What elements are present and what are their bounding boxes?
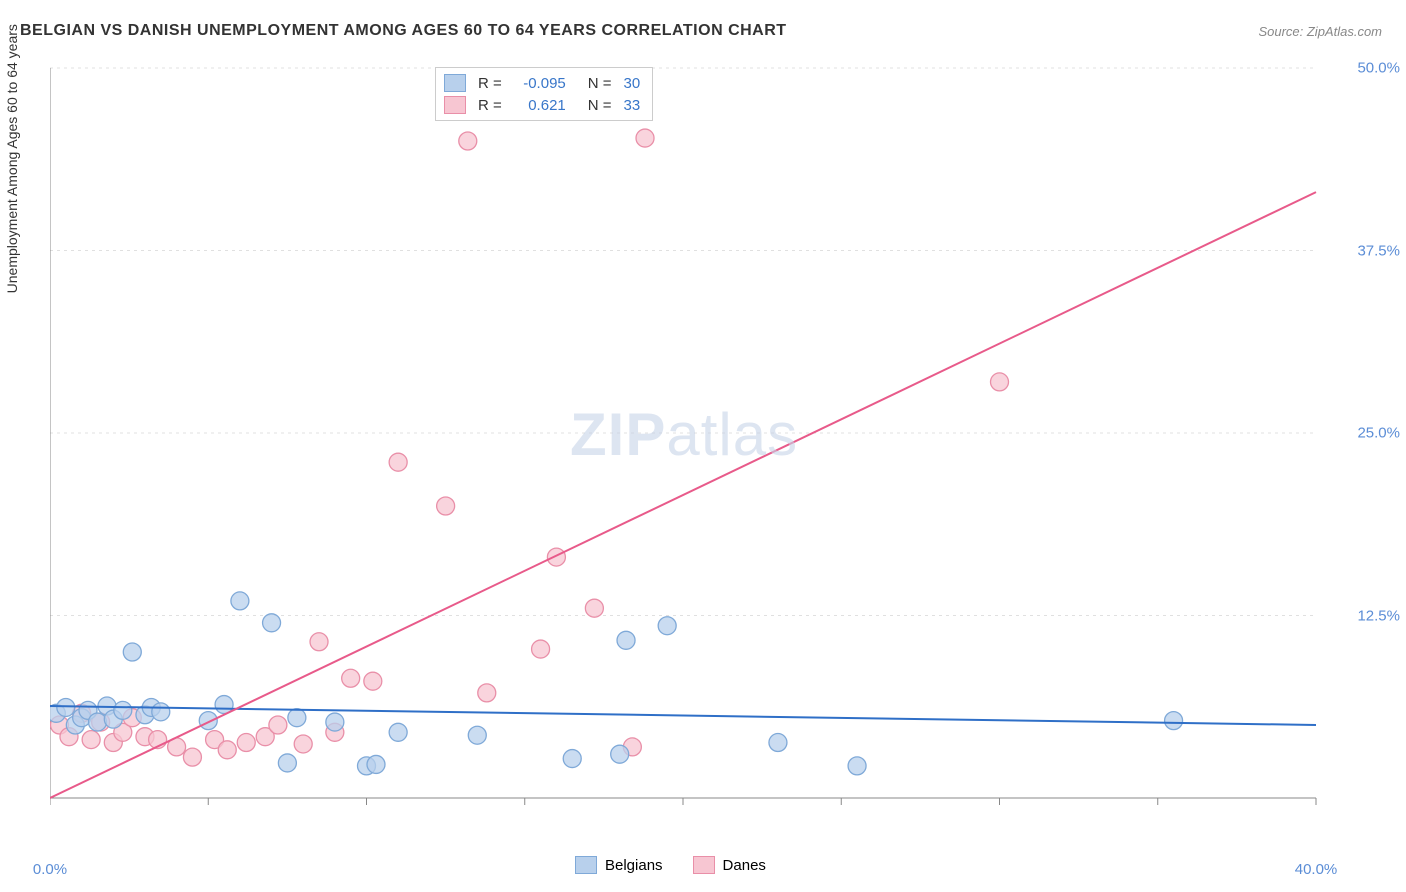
legend-label-belgians: Belgians — [605, 857, 663, 874]
y-tick-label: 37.5% — [1357, 242, 1400, 259]
swatch-danes-bottom — [693, 856, 715, 874]
swatch-danes — [444, 96, 466, 114]
r-label: R = — [478, 97, 502, 114]
legend-label-danes: Danes — [723, 857, 766, 874]
n-value-belgians: 30 — [624, 75, 641, 92]
legend-item-danes: Danes — [693, 856, 766, 874]
r-label: R = — [478, 75, 502, 92]
swatch-belgians-bottom — [575, 856, 597, 874]
scatter-chart — [50, 60, 1370, 840]
legend-row-belgians: R = -0.095 N = 30 — [444, 72, 640, 94]
n-label: N = — [588, 75, 612, 92]
chart-title: BELGIAN VS DANISH UNEMPLOYMENT AMONG AGE… — [20, 22, 787, 40]
x-tick-label: 0.0% — [33, 861, 67, 878]
x-tick-label: 40.0% — [1295, 861, 1338, 878]
n-label: N = — [588, 97, 612, 114]
r-value-belgians: -0.095 — [510, 75, 566, 92]
correlation-legend: R = -0.095 N = 30 R = 0.621 N = 33 — [435, 67, 653, 121]
legend-item-belgians: Belgians — [575, 856, 663, 874]
r-value-danes: 0.621 — [510, 97, 566, 114]
swatch-belgians — [444, 74, 466, 92]
y-tick-label: 12.5% — [1357, 607, 1400, 624]
y-axis-label: Unemployment Among Ages 60 to 64 years — [4, 24, 20, 293]
n-value-danes: 33 — [624, 97, 641, 114]
source-attribution: Source: ZipAtlas.com — [1258, 24, 1382, 39]
series-legend: Belgians Danes — [575, 856, 766, 874]
legend-row-danes: R = 0.621 N = 33 — [444, 94, 640, 116]
y-tick-label: 25.0% — [1357, 425, 1400, 442]
y-tick-label: 50.0% — [1357, 60, 1400, 77]
chart-canvas — [50, 60, 1370, 840]
